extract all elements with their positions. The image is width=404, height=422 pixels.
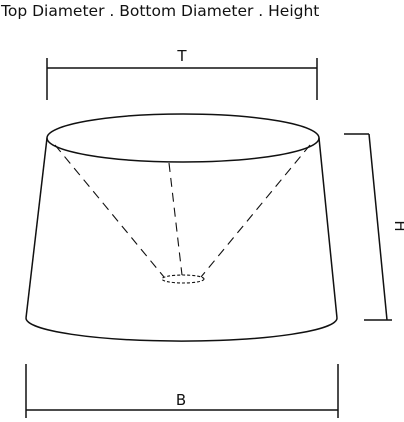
diagram-title: Top Diameter . Bottom Diameter . Height — [1, 2, 320, 20]
shade-top-ellipse — [46, 113, 320, 163]
inner-dashed-line-right — [200, 144, 311, 278]
height-dimension-line — [368, 133, 388, 321]
shade-right-side — [318, 137, 338, 319]
inner-fitting-ellipse — [161, 274, 205, 284]
inner-dashed-line-center — [168, 162, 183, 276]
shade-bottom-curve — [25, 317, 338, 342]
height-label: H — [391, 220, 404, 231]
inner-dashed-line-left — [54, 144, 165, 278]
top-diameter-label: T — [176, 47, 187, 65]
bottom-diameter-label: B — [176, 391, 186, 409]
shade-left-side — [25, 137, 48, 319]
